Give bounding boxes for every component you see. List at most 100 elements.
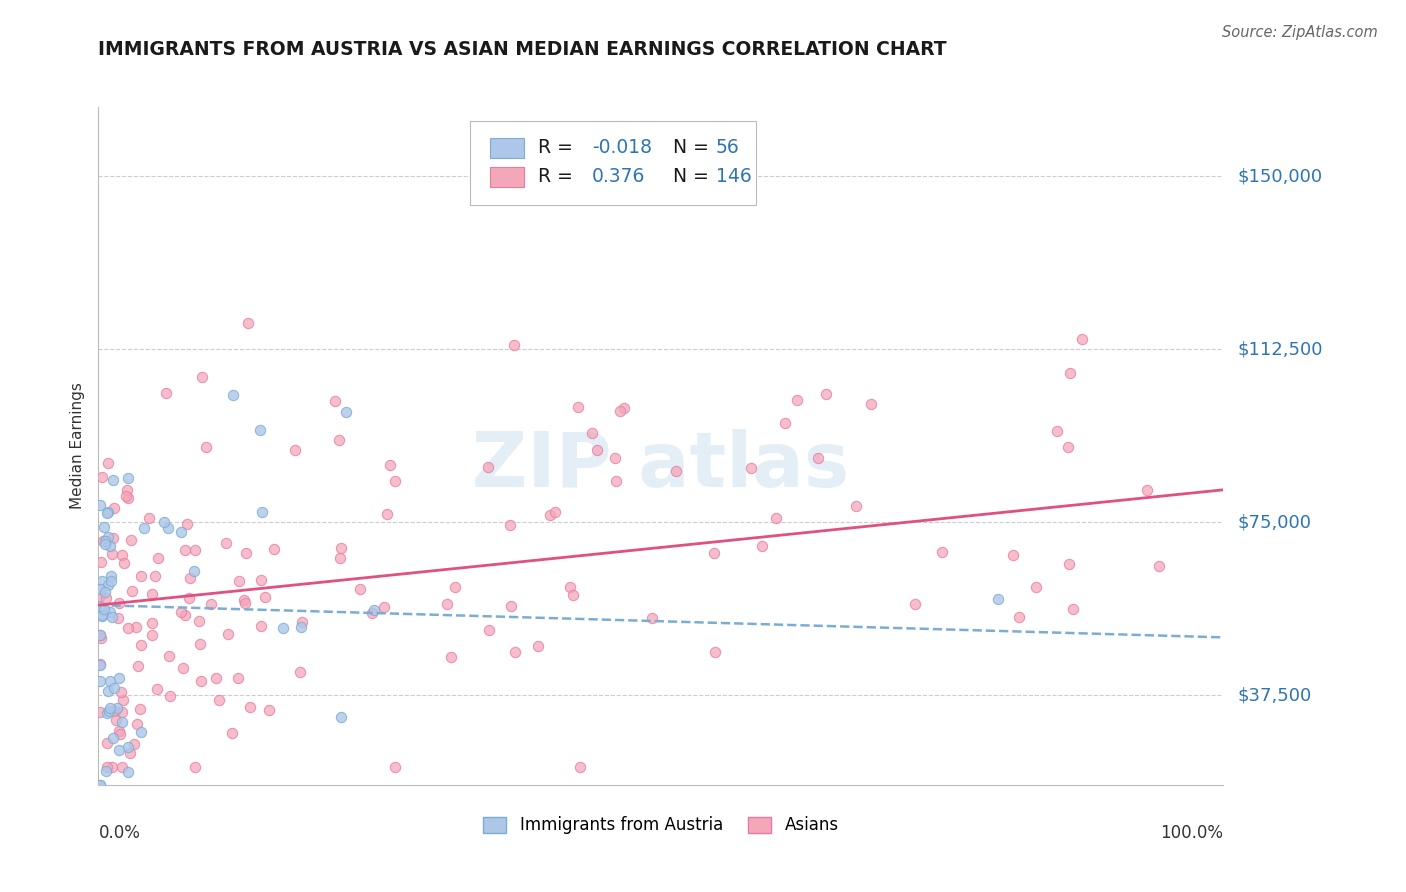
- Point: [173, 542, 195, 557]
- FancyBboxPatch shape: [470, 120, 756, 205]
- Point: [205, 671, 228, 685]
- Point: [284, 443, 307, 458]
- FancyBboxPatch shape: [489, 137, 523, 158]
- Point: [502, 338, 524, 352]
- Point: [96, 759, 118, 773]
- Point: [440, 650, 463, 665]
- Point: [89, 628, 111, 642]
- Point: [665, 464, 688, 478]
- FancyBboxPatch shape: [489, 167, 523, 187]
- Point: [117, 621, 139, 635]
- Point: [108, 723, 131, 738]
- Point: [103, 473, 125, 487]
- Point: [107, 671, 129, 685]
- Point: [117, 764, 139, 779]
- Point: [373, 600, 395, 615]
- Point: [90, 608, 112, 623]
- Point: [101, 531, 124, 545]
- Point: [125, 620, 148, 634]
- Point: [290, 665, 312, 679]
- Point: [380, 458, 402, 473]
- Point: [567, 400, 589, 414]
- Point: [146, 550, 169, 565]
- Point: [90, 632, 112, 646]
- Point: [112, 556, 135, 570]
- Point: [143, 569, 166, 583]
- Point: [384, 474, 406, 488]
- Point: [250, 619, 273, 633]
- Legend: Immigrants from Austria, Asians: Immigrants from Austria, Asians: [477, 810, 845, 841]
- Point: [361, 606, 384, 620]
- Point: [97, 683, 120, 698]
- Point: [478, 623, 501, 637]
- Text: R =: R =: [538, 138, 574, 157]
- Point: [91, 534, 114, 549]
- Point: [1046, 424, 1069, 438]
- Point: [104, 704, 127, 718]
- Text: $75,000: $75,000: [1237, 513, 1312, 531]
- Point: [94, 764, 117, 778]
- Point: [89, 498, 111, 512]
- Point: [111, 693, 134, 707]
- Point: [1001, 548, 1024, 562]
- Point: [94, 537, 117, 551]
- Point: [100, 569, 122, 583]
- Point: [238, 316, 260, 330]
- Point: [176, 516, 198, 531]
- Point: [111, 705, 134, 719]
- Point: [129, 569, 152, 583]
- Point: [581, 425, 603, 440]
- Point: [169, 605, 191, 619]
- Point: [156, 521, 179, 535]
- Point: [1057, 441, 1080, 455]
- Point: [90, 469, 112, 483]
- Point: [335, 405, 357, 419]
- Point: [93, 533, 115, 548]
- Point: [97, 505, 120, 519]
- Point: [222, 388, 245, 402]
- Point: [765, 510, 787, 524]
- Point: [101, 548, 124, 562]
- Point: [179, 571, 201, 585]
- Point: [195, 440, 218, 454]
- Point: [120, 533, 142, 548]
- Point: [89, 582, 111, 597]
- Point: [179, 591, 201, 605]
- Point: [436, 597, 458, 611]
- Text: $112,500: $112,500: [1237, 340, 1323, 359]
- Point: [363, 603, 385, 617]
- Point: [108, 727, 131, 741]
- Point: [108, 596, 131, 610]
- Point: [111, 715, 134, 730]
- Point: [159, 689, 181, 703]
- Point: [703, 645, 725, 659]
- Text: 146: 146: [716, 168, 752, 186]
- Point: [561, 588, 583, 602]
- Text: IMMIGRANTS FROM AUSTRIA VS ASIAN MEDIAN EARNINGS CORRELATION CHART: IMMIGRANTS FROM AUSTRIA VS ASIAN MEDIAN …: [98, 40, 948, 59]
- Text: $37,500: $37,500: [1237, 686, 1312, 704]
- Point: [89, 658, 111, 673]
- Point: [103, 681, 125, 695]
- Point: [129, 725, 152, 739]
- Point: [89, 600, 111, 615]
- Point: [931, 545, 953, 559]
- Point: [221, 725, 243, 739]
- Point: [773, 416, 796, 430]
- Point: [987, 591, 1010, 606]
- Point: [134, 521, 156, 535]
- Point: [443, 580, 465, 594]
- Point: [141, 627, 163, 641]
- Point: [93, 520, 115, 534]
- Point: [605, 450, 627, 465]
- Point: [115, 483, 138, 497]
- Point: [263, 541, 285, 556]
- Point: [226, 671, 249, 685]
- Point: [208, 693, 231, 707]
- Point: [1062, 601, 1084, 615]
- Point: [751, 539, 773, 553]
- Point: [1025, 580, 1047, 594]
- Point: [860, 397, 883, 411]
- Point: [127, 716, 149, 731]
- Point: [215, 536, 238, 550]
- Point: [93, 602, 115, 616]
